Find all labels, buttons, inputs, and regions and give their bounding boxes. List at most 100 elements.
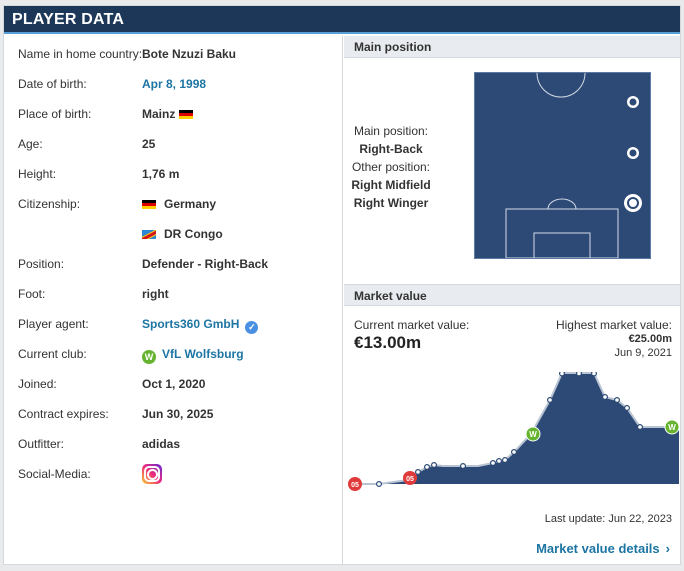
panel-title: PLAYER DATA xyxy=(12,11,125,28)
info-row-social: Social-Media: xyxy=(18,464,338,485)
details-link-text[interactable]: Market value details xyxy=(536,541,660,556)
info-row-position: Position: Defender - Right-Back xyxy=(18,255,338,275)
birthplace-text: Mainz xyxy=(142,107,176,121)
info-row-agent: Player agent: Sports360 GmbH ✓ xyxy=(18,315,338,335)
club-logo-markers: 05 05 W W xyxy=(348,419,680,491)
info-label: Age: xyxy=(18,137,43,151)
position-text: Main position: Right-Back Other position… xyxy=(344,122,438,212)
citizenship-text: Germany xyxy=(164,197,217,211)
info-label: Player agent: xyxy=(18,317,89,331)
info-label: Citizenship: xyxy=(18,197,81,211)
info-label: Joined: xyxy=(18,377,57,391)
market-value-heading: Market value xyxy=(344,284,680,306)
dob-link[interactable]: Apr 8, 1998 xyxy=(142,77,207,91)
info-label: Outfitter: xyxy=(18,437,65,451)
other-position-value: Right Midfield xyxy=(351,178,431,192)
info-row-contract: Contract expires: Jun 30, 2025 xyxy=(18,405,338,425)
value-point xyxy=(559,372,565,377)
info-label: Date of birth: xyxy=(18,77,87,91)
info-row-birthplace: Place of birth: Mainz xyxy=(18,105,338,125)
info-label: Foot: xyxy=(18,287,46,301)
verified-check-icon: ✓ xyxy=(245,321,259,334)
pitch-lines xyxy=(505,72,642,259)
value-point xyxy=(430,461,437,468)
agent-link[interactable]: Sports360 GmbH xyxy=(142,317,240,331)
club-value: W VfL Wolfsburg xyxy=(142,347,244,364)
main-position-block: Main position: Right-Back Other position… xyxy=(344,58,680,284)
info-value: right xyxy=(142,287,169,301)
value-point xyxy=(624,404,631,411)
position-markers xyxy=(624,96,642,212)
instagram-icon[interactable] xyxy=(142,464,162,484)
value-point xyxy=(614,397,621,404)
info-label: Position: xyxy=(18,257,65,271)
info-value: Oct 1, 2020 xyxy=(142,377,206,391)
svg-text:W: W xyxy=(668,423,676,432)
main-position-label: Main position: xyxy=(353,124,429,138)
player-data-panel: PLAYER DATA Name in home country: Bote N… xyxy=(3,5,681,565)
vfl-wolfsburg-logo-icon xyxy=(525,426,541,442)
info-value: Defender - Right-Back xyxy=(142,257,269,271)
germany-flag-icon xyxy=(179,110,194,119)
info-label: Social-Media: xyxy=(18,467,91,481)
svg-text:05: 05 xyxy=(406,476,414,483)
value-point xyxy=(547,397,554,404)
value-point xyxy=(502,456,509,463)
current-value: €13.00m xyxy=(354,333,422,352)
highest-value-label: Highest market value: xyxy=(555,318,672,332)
info-label: Contract expires: xyxy=(18,407,109,421)
club-link[interactable]: VfL Wolfsburg xyxy=(162,347,244,361)
info-row-citizenship: Citizenship: Germany xyxy=(18,195,338,215)
svg-text:W: W xyxy=(529,430,537,439)
info-label: Name in home country: xyxy=(18,47,143,61)
dr-congo-flag-icon xyxy=(142,230,156,239)
highest-value-date: Jun 9, 2021 xyxy=(614,347,673,359)
vfl-wolfsburg-logo-icon xyxy=(664,419,680,435)
info-label: Current club: xyxy=(18,347,87,361)
citizenship-value: DR Congo xyxy=(142,227,223,241)
info-row-dob: Date of birth: Apr 8, 1998 xyxy=(18,75,338,95)
mainz-logo-icon xyxy=(403,471,417,485)
info-row-outfitter: Outfitter: adidas xyxy=(18,435,338,455)
info-value: adidas xyxy=(142,437,181,451)
highest-value: €25.00m xyxy=(628,333,672,345)
info-value: 25 xyxy=(142,137,156,151)
value-point xyxy=(591,372,597,377)
other-position-value: Right Winger xyxy=(353,196,429,210)
market-value-section: Market value Current market value: €13.0… xyxy=(344,284,680,565)
info-label: Height: xyxy=(18,167,57,181)
value-point xyxy=(376,480,383,487)
main-position-value: Right-Back xyxy=(359,142,423,156)
market-value-details-link[interactable]: Market value details › xyxy=(536,541,670,556)
chevron-right-icon: › xyxy=(665,541,670,556)
market-value-points xyxy=(376,372,644,487)
citizenship-value: Germany xyxy=(142,197,216,211)
value-point xyxy=(459,462,466,469)
info-row-club: Current club: W VfL Wolfsburg xyxy=(18,345,338,365)
mainz-logo-icon xyxy=(348,477,362,491)
value-point xyxy=(496,457,503,464)
panel-header: PLAYER DATA xyxy=(4,6,680,34)
value-point xyxy=(576,372,582,377)
info-row-age: Age: 25 xyxy=(18,135,338,155)
market-value-chart: 05 05 W W xyxy=(348,372,680,491)
value-point xyxy=(637,423,644,430)
info-row-height: Height: 1,76 m xyxy=(18,165,338,185)
market-value-area xyxy=(354,373,679,484)
info-row-name: Name in home country: Bote Nzuzi Baku xyxy=(18,45,338,65)
agent-value: Sports360 GmbH ✓ xyxy=(142,317,259,334)
other-position-label: Other position: xyxy=(351,160,431,174)
citizenship-text: DR Congo xyxy=(164,227,223,241)
info-value: Bote Nzuzi Baku xyxy=(142,47,237,61)
germany-flag-icon xyxy=(142,200,156,209)
birthplace-value: Mainz xyxy=(142,107,194,121)
info-value: Jun 30, 2025 xyxy=(142,407,214,421)
info-row-citizenship-2: DR Congo xyxy=(18,225,338,245)
value-point xyxy=(423,463,430,470)
market-value-line xyxy=(354,372,679,485)
last-update-text: Last update: Jun 22, 2023 xyxy=(544,513,672,525)
player-info-list: Name in home country: Bote Nzuzi Baku Da… xyxy=(4,36,343,565)
svg-text:05: 05 xyxy=(351,482,359,489)
main-position-heading: Main position xyxy=(344,36,680,58)
vfl-wolfsburg-logo-icon: W xyxy=(142,350,156,364)
